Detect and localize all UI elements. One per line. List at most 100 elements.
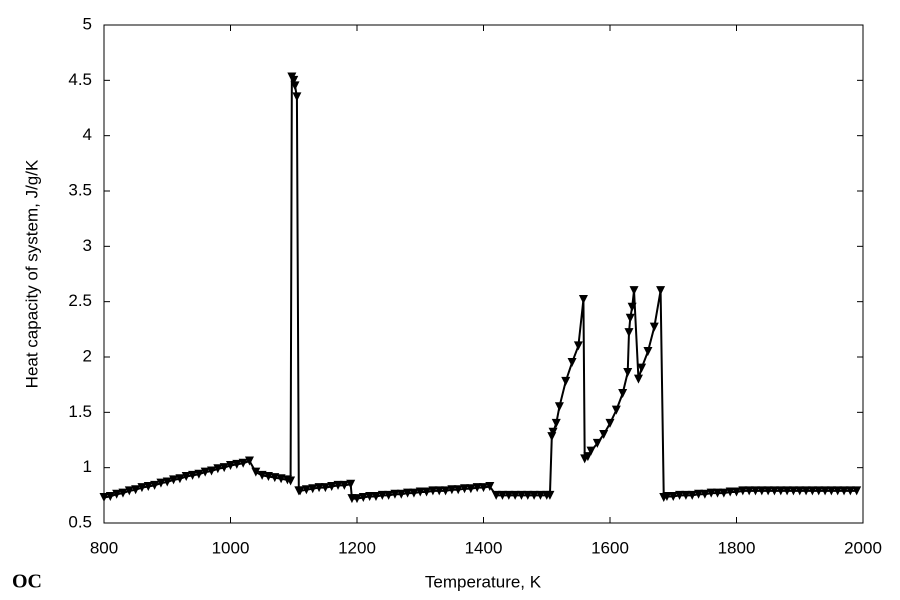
x-tick-label: 1600 bbox=[591, 538, 629, 557]
data-point bbox=[820, 486, 830, 496]
data-point bbox=[213, 464, 223, 474]
data-point bbox=[738, 486, 748, 496]
data-point bbox=[162, 477, 172, 487]
data-point bbox=[750, 486, 760, 496]
data-point bbox=[175, 474, 185, 484]
data-point bbox=[627, 302, 637, 312]
data-point bbox=[551, 418, 561, 428]
data-point bbox=[713, 488, 723, 498]
x-tick-label: 2000 bbox=[844, 538, 882, 557]
data-point bbox=[618, 389, 628, 399]
data-point bbox=[694, 489, 704, 499]
data-point bbox=[629, 286, 639, 296]
data-point bbox=[763, 486, 773, 496]
data-point bbox=[637, 363, 647, 373]
data-point bbox=[788, 486, 798, 496]
data-point bbox=[491, 490, 501, 500]
data-point bbox=[105, 491, 115, 501]
data-point bbox=[377, 490, 387, 500]
data-point bbox=[643, 346, 653, 356]
data-point bbox=[516, 490, 526, 500]
data-point bbox=[434, 486, 444, 496]
data-point bbox=[403, 488, 413, 498]
data-point bbox=[308, 484, 318, 494]
data-point bbox=[384, 490, 394, 500]
data-point bbox=[687, 490, 697, 500]
data-point bbox=[339, 480, 349, 490]
data-point bbox=[194, 469, 204, 479]
data-point bbox=[719, 488, 729, 498]
data-point bbox=[292, 92, 302, 102]
data-point bbox=[845, 486, 855, 496]
data-point bbox=[681, 490, 691, 500]
y-tick-label: 3 bbox=[83, 236, 92, 255]
data-point bbox=[112, 489, 122, 499]
data-point bbox=[833, 486, 843, 496]
data-point bbox=[529, 490, 539, 500]
data-point bbox=[428, 486, 438, 496]
data-point bbox=[700, 489, 710, 499]
data-point bbox=[181, 472, 191, 482]
data-point bbox=[232, 459, 242, 469]
data-line bbox=[103, 73, 857, 500]
data-point bbox=[592, 438, 602, 448]
data-point bbox=[732, 487, 741, 497]
x-tick-label: 1200 bbox=[338, 538, 376, 557]
data-point bbox=[333, 480, 343, 490]
data-point bbox=[472, 483, 482, 493]
y-tick-label: 4.5 bbox=[68, 70, 92, 89]
data-point bbox=[625, 313, 635, 323]
data-point bbox=[744, 486, 754, 496]
data-point bbox=[441, 486, 451, 496]
data-point bbox=[706, 488, 716, 498]
data-point bbox=[776, 486, 786, 496]
data-point bbox=[460, 484, 470, 494]
data-point bbox=[795, 486, 805, 496]
data-point bbox=[485, 481, 495, 491]
data-point bbox=[352, 494, 362, 504]
data-point bbox=[137, 483, 147, 493]
data-point bbox=[852, 486, 862, 496]
data-point bbox=[662, 491, 672, 501]
data-point bbox=[143, 481, 153, 491]
logo: OC bbox=[12, 571, 42, 593]
data-point bbox=[415, 487, 425, 497]
data-point bbox=[219, 463, 229, 473]
data-point bbox=[346, 479, 356, 489]
data-point bbox=[238, 458, 248, 468]
data-point bbox=[548, 427, 558, 437]
data-point bbox=[578, 294, 588, 304]
data-point bbox=[257, 470, 267, 480]
data-point bbox=[605, 418, 615, 428]
y-axis-label: Heat capacity of system, J/g/K bbox=[22, 159, 41, 388]
data-point bbox=[801, 486, 811, 496]
data-point bbox=[365, 491, 375, 501]
data-point bbox=[286, 476, 296, 486]
data-point bbox=[668, 491, 678, 501]
y-tick-label: 2 bbox=[83, 346, 92, 365]
data-point bbox=[656, 286, 666, 296]
x-axis-label: Temperature, K bbox=[425, 572, 542, 591]
data-point bbox=[422, 487, 432, 497]
data-point bbox=[814, 486, 824, 496]
data-point bbox=[545, 490, 555, 500]
data-point bbox=[314, 483, 324, 493]
data-point bbox=[226, 460, 235, 470]
data-point bbox=[599, 429, 609, 439]
data-point bbox=[290, 81, 300, 91]
data-point bbox=[624, 328, 634, 338]
data-point bbox=[390, 489, 400, 499]
data-point bbox=[807, 486, 817, 496]
data-point bbox=[244, 456, 254, 466]
data-point bbox=[649, 322, 659, 332]
data-point bbox=[839, 486, 849, 496]
data-point bbox=[99, 493, 109, 503]
data-point bbox=[466, 484, 476, 494]
data-point bbox=[782, 486, 792, 496]
data-point bbox=[769, 486, 779, 496]
data-point bbox=[826, 486, 836, 496]
y-tick-label: 1 bbox=[83, 457, 92, 476]
data-point bbox=[276, 474, 286, 484]
data-point bbox=[586, 446, 596, 456]
